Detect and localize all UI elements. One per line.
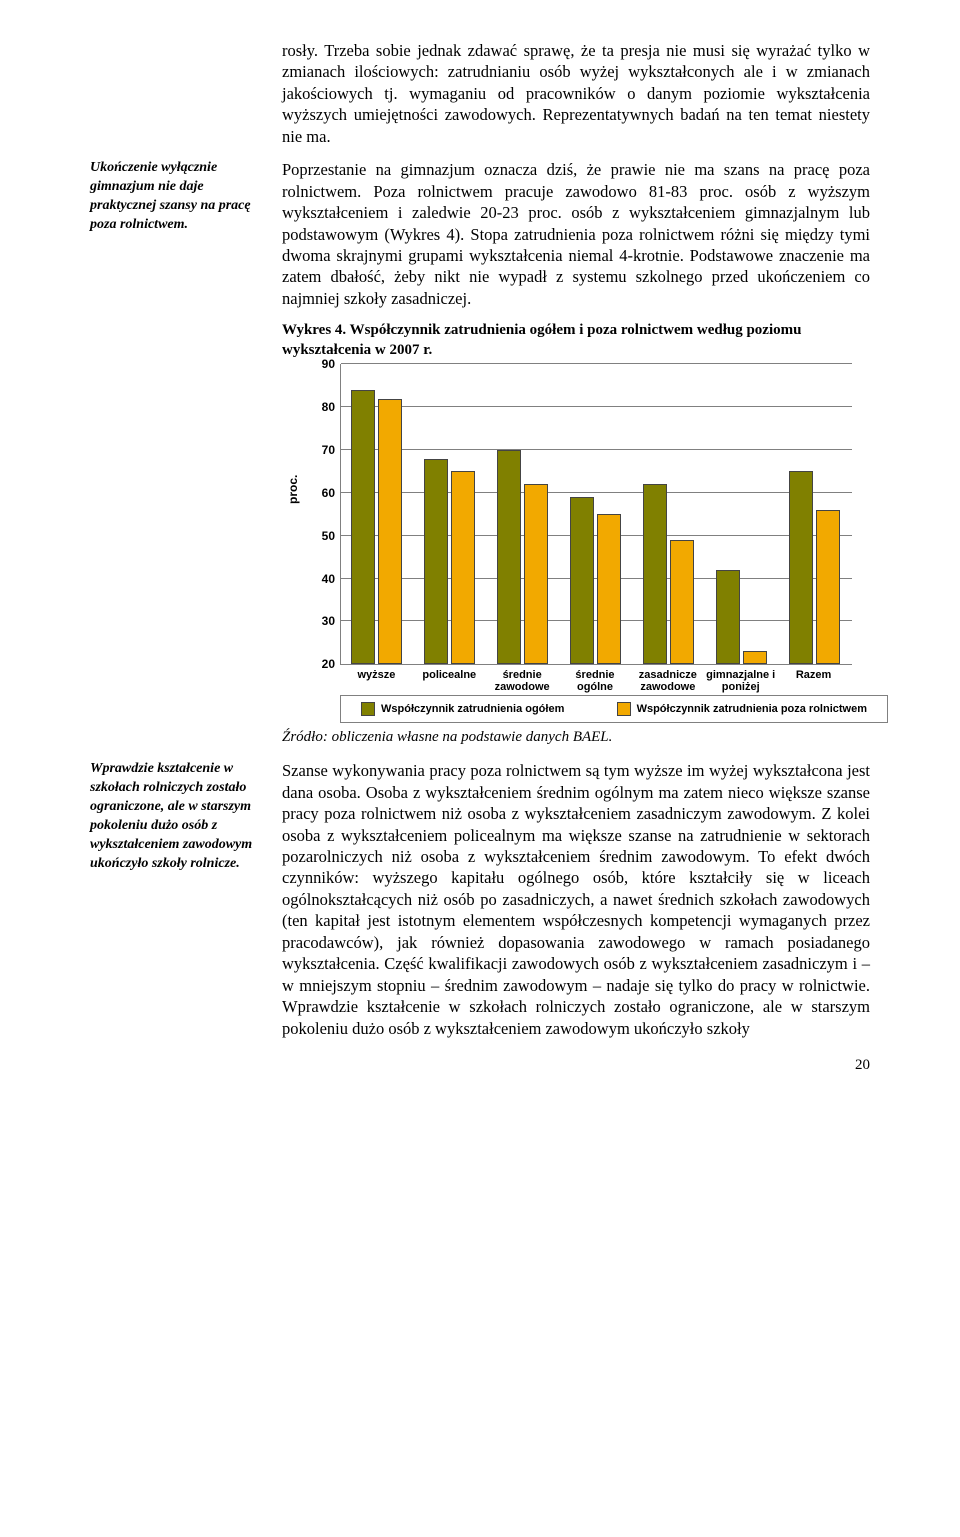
- row-intro: rosły. Trzeba sobie jednak zdawać sprawę…: [90, 40, 870, 147]
- paragraph-2: Poprzestanie na gimnazjum oznacza dziś, …: [282, 159, 870, 309]
- legend-label-b: Współczynnik zatrudnienia poza rolnictwe…: [637, 703, 867, 715]
- legend-swatch-b: [617, 702, 631, 716]
- row-margin1: Ukończenie wyłącznie gimnazjum nie daje …: [90, 159, 870, 309]
- chart-legend: Współczynnik zatrudnienia ogółem Współcz…: [340, 695, 888, 723]
- legend-swatch-a: [361, 702, 375, 716]
- margin-note-1: Ukończenie wyłącznie gimnazjum nie daje …: [90, 159, 268, 309]
- chart-plot-area: 2030405060708090: [340, 364, 852, 665]
- chart-title: Wykres 4. Współczynnik zatrudnienia ogół…: [282, 321, 870, 360]
- legend-item-b: Współczynnik zatrudnienia poza rolnictwe…: [617, 702, 867, 716]
- paragraph-1: rosły. Trzeba sobie jednak zdawać sprawę…: [282, 40, 870, 147]
- paragraph-3: Szanse wykonywania pracy poza rolnictwem…: [282, 760, 870, 1039]
- page-number: 20: [90, 1057, 870, 1074]
- chart-ylabel: proc.: [286, 475, 300, 504]
- row-margin2: Wprawdzie kształcenie w szkołach rolnicz…: [90, 760, 870, 1039]
- chart-x-axis: wyższepolicealneśrednie zawodoweśrednie …: [340, 665, 852, 695]
- margin-note-empty: [90, 40, 268, 147]
- chart-container: proc. 2030405060708090 wyższepolicealneś…: [282, 364, 852, 723]
- margin-note-2: Wprawdzie kształcenie w szkołach rolnicz…: [90, 760, 268, 1039]
- legend-label-a: Współczynnik zatrudnienia ogółem: [381, 703, 564, 715]
- chart-source: Źródło: obliczenia własne na podstawie d…: [282, 729, 870, 746]
- legend-item-a: Współczynnik zatrudnienia ogółem: [361, 702, 564, 716]
- page-container: rosły. Trzeba sobie jednak zdawać sprawę…: [0, 0, 960, 1104]
